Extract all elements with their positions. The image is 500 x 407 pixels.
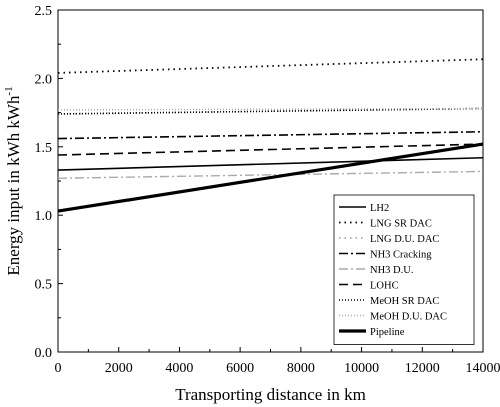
series-line	[57, 143, 484, 156]
y-axis-title-main: Energy input in kWh kWh	[4, 95, 23, 276]
legend-box	[333, 194, 475, 345]
x-axis-title: Transporting distance in km	[175, 385, 366, 404]
y-axis-title-superscript: -1	[3, 86, 15, 95]
x-axis: 0 2000 4000 6000 8000 10000 12000 14000	[55, 347, 500, 376]
series-layer	[57, 58, 484, 213]
legend-label: NH3 D.U.	[370, 265, 413, 276]
y-tick-label: 1.0	[35, 209, 53, 224]
x-tick-label: 12000	[405, 361, 440, 376]
y-axis: 0.0 0.5 1.0 1.5 2.0 2.5	[35, 4, 63, 361]
series-line	[57, 142, 484, 213]
x-tick-label: 0	[55, 361, 62, 376]
x-tick-label: 14000	[466, 361, 500, 376]
legend-label: LH2	[370, 203, 389, 214]
series-line	[57, 130, 484, 140]
series-line	[57, 156, 484, 171]
legend-label: LNG D.U. DAC	[370, 234, 439, 245]
series-line	[57, 170, 484, 179]
x-tick-label: 2000	[105, 361, 133, 376]
x-tick-label: 6000	[226, 361, 254, 376]
legend-label: LNG SR DAC	[370, 219, 432, 230]
legend-label: LOHC	[370, 281, 399, 292]
legend-label: Pipeline	[370, 327, 405, 338]
x-tick-label: 8000	[287, 361, 315, 376]
x-tick-label: 10000	[344, 361, 379, 376]
legend-label: MeOH D.U. DAC	[370, 312, 447, 323]
legend-label: NH3 Cracking	[370, 250, 432, 261]
legend-label: MeOH SR DAC	[370, 296, 439, 307]
y-tick-label: 2.0	[35, 72, 53, 87]
x-tick-label: 4000	[165, 361, 193, 376]
series-line	[57, 58, 484, 74]
y-axis-title: Energy input in kWh kWh-1	[3, 86, 23, 275]
y-tick-label: 1.5	[35, 141, 53, 156]
legend: LH2 LNG SR DAC LNG D.U. DAC NH3 Cracking NH3…	[333, 194, 475, 345]
y-tick-label: 0.5	[35, 278, 53, 293]
y-tick-label: 2.5	[35, 4, 53, 19]
y-tick-label: 0.0	[35, 346, 53, 361]
series-line	[57, 107, 484, 111]
